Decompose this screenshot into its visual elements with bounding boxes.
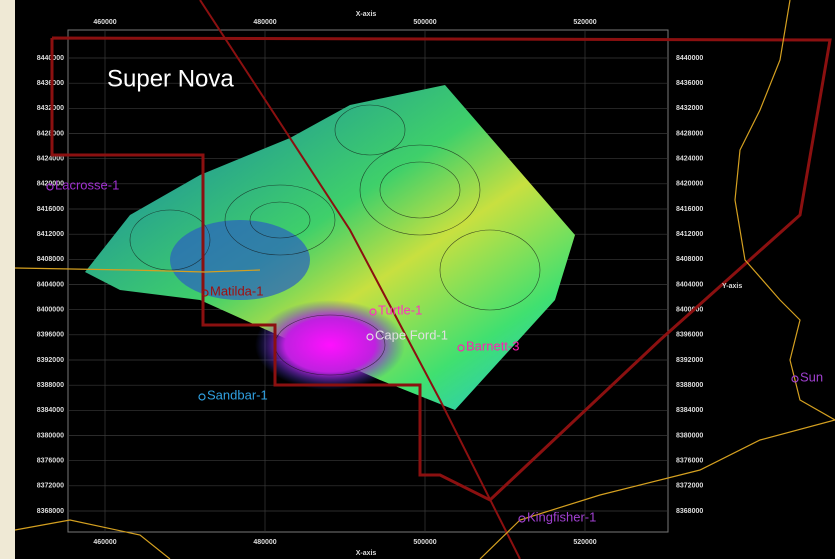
y-tick-label: 8432000 [676,105,703,112]
x-tick-label: 480000 [253,539,276,546]
y-tick-label: 8420000 [676,181,703,188]
y-tick-label: 8408000 [37,256,64,263]
y-tick-label: 8440000 [37,55,64,62]
x-tick-label: 520000 [573,539,596,546]
y-tick-label: 8372000 [37,483,64,490]
y-tick-label: 8396000 [676,332,703,339]
y-tick-label: 8384000 [37,407,64,414]
well-symbol [369,308,377,316]
y-tick-label: 8368000 [37,508,64,515]
well-label: Cape Ford-1 [375,327,448,342]
y-tick-label: 8440000 [676,55,703,62]
y-tick-label: 8380000 [676,432,703,439]
x-tick-label: 500000 [413,19,436,26]
permit-boundary [50,36,832,502]
x-axis-label: X-axis [356,550,377,557]
well-symbol [791,375,799,383]
coastline [14,0,835,559]
x-tick-label: 480000 [253,19,276,26]
y-tick-label: 8384000 [676,407,703,414]
y-tick-label: 8392000 [676,357,703,364]
y-tick-label: 8428000 [676,130,703,137]
well-symbol [46,183,54,191]
y-tick-label: 8416000 [676,206,703,213]
well-symbol [518,515,526,523]
y-tick-label: 8416000 [37,206,64,213]
y-tick-label: 8412000 [676,231,703,238]
y-tick-label: 8408000 [676,256,703,263]
y-tick-label: 8432000 [37,105,64,112]
y-tick-label: 8404000 [676,281,703,288]
surface [85,85,575,410]
permit-boundary [199,0,521,559]
well-label: Sun [800,369,823,384]
y-tick-label: 8400000 [37,307,64,314]
wells: Lacrosse-1 Matilda-1 Turtle-1 Cape Ford-1 Ba… [46,177,823,524]
frame [67,29,669,533]
y-tick-label: 8388000 [37,382,64,389]
y-tick-label: 8436000 [676,80,703,87]
y-tick-label: 8424000 [37,156,64,163]
y-tick-label: 8424000 [676,156,703,163]
x-tick-label: 460000 [93,19,116,26]
title: Super Nova [107,65,234,92]
well-label: Barnett-3 [466,338,519,353]
y-tick-label: 8436000 [37,80,64,87]
well-label: Lacrosse-1 [55,177,119,192]
well-label: Sandbar-1 [207,387,268,402]
y-tick-label: 8412000 [37,231,64,238]
well-label: Turtle-1 [378,302,422,317]
y-axis-label: Y-axis [722,283,742,290]
x-axis-label: X-axis [356,11,377,18]
y-tick-label: 8388000 [676,382,703,389]
well-label: Kingfisher-1 [527,509,596,524]
deep-area [170,220,310,300]
y-tick-label: 8428000 [37,130,64,137]
well-symbol [201,289,209,297]
well-label: Matilda-1 [210,283,263,298]
y-tick-label: 8372000 [676,483,703,490]
y-tick-label: 8400000 [676,307,703,314]
well-symbol [457,344,465,352]
y-tick-label: 8396000 [37,332,64,339]
x-tick-label: 460000 [93,539,116,546]
y-tick-label: 8404000 [37,281,64,288]
y-tick-label: 8376000 [37,458,64,465]
y-tick-label: 8376000 [676,458,703,465]
y-tick-label: 8368000 [676,508,703,515]
y-tick-label: 8380000 [37,432,64,439]
well-symbol [366,333,374,341]
x-tick-label: 500000 [413,539,436,546]
well-symbol [198,393,206,401]
x-tick-label: 520000 [573,19,596,26]
low-area [255,300,405,390]
y-tick-label: 8392000 [37,357,64,364]
